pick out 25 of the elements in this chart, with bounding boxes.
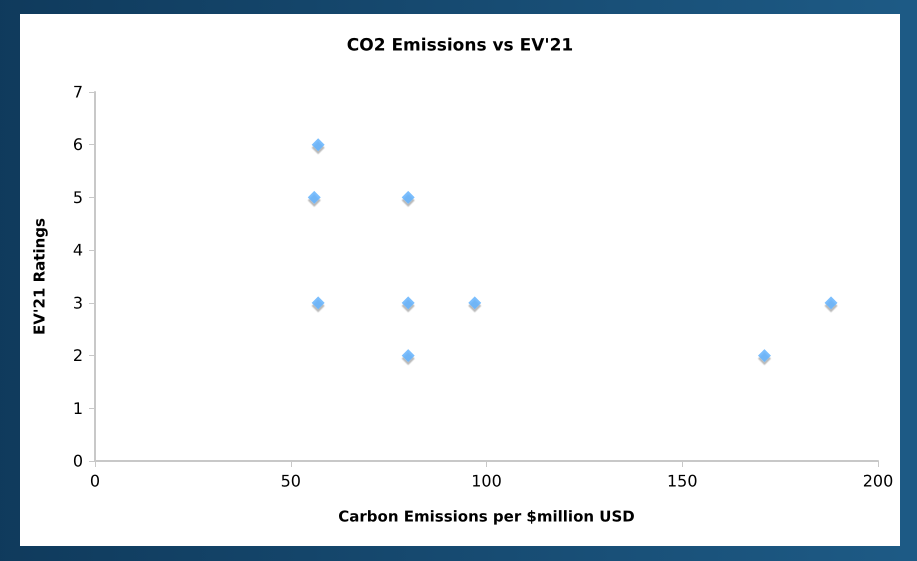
y-tick-label: 6 [72, 135, 83, 154]
chart-title: CO2 Emissions vs EV'21 [346, 36, 574, 56]
point [402, 296, 415, 310]
y-tick-label: 0 [72, 452, 83, 470]
point [468, 296, 482, 310]
y-tick-label: 4 [72, 240, 83, 260]
x-tick-label: 0 [90, 472, 100, 490]
point [402, 349, 415, 362]
point [758, 349, 771, 362]
y-tick-label: 5 [72, 188, 83, 207]
point [312, 138, 325, 152]
point [402, 190, 415, 204]
x-axis-title: Carbon Emissions per $million USD [338, 508, 635, 526]
y-tick-label: 3 [72, 293, 83, 312]
x-tick-label: 50 [280, 472, 301, 490]
y-tick-label: 1 [72, 398, 83, 418]
y-tick-label: 2 [72, 346, 83, 366]
x-tick-label: 100 [471, 472, 502, 490]
point [312, 296, 325, 310]
y-tick-label: 7 [72, 82, 83, 102]
point [824, 296, 838, 310]
y-axis-title: EV'21 Ratings [30, 218, 48, 335]
x-tick-label: 200 [862, 472, 894, 490]
x-tick-label: 150 [666, 472, 698, 490]
point [308, 190, 321, 204]
